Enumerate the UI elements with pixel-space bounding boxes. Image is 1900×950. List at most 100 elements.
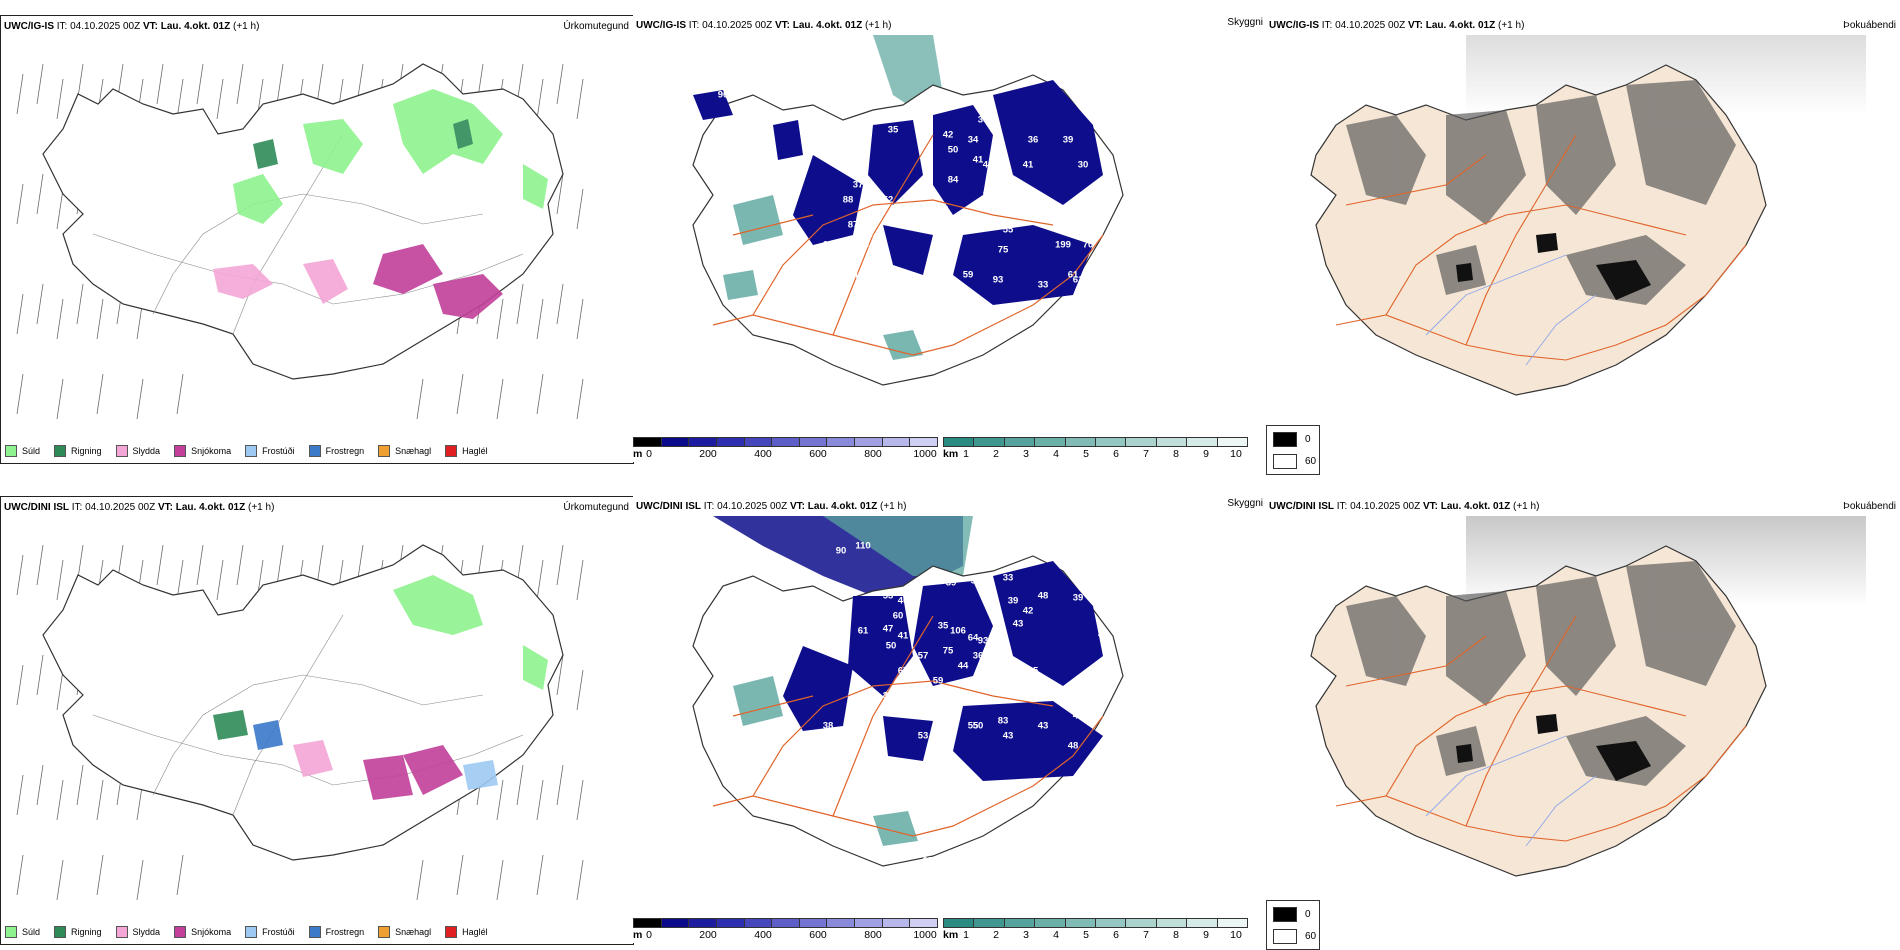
visibility-value-label: 106 [950,625,966,637]
tick-label: 9 [1203,448,1209,460]
tick-label: 800 [864,448,882,460]
visibility-value-label: 52 [882,194,894,206]
vis-colorbar-bar [943,437,1248,447]
visibility-value-label: 36 [972,650,984,662]
tick-label: 6 [1113,929,1119,941]
visibility-value-label: 53 [1097,670,1109,682]
visibility-value-label: 90 [717,89,729,101]
fog-panel-row1: UWC/IG-IS IT: 04.10.2025 00Z VT: Lau. 4.… [1266,15,1900,475]
visibility-value-label: 53 [840,264,852,276]
visibility-value-label: 38 [822,720,834,732]
legend-swatch [174,445,187,457]
tick-label: 3 [1023,448,1029,460]
cloud-title-row1: Skyggni [1227,17,1263,28]
legend-swatch [54,926,67,938]
tick-label: 1 [963,929,969,941]
visibility-value-label: 93 [977,635,989,647]
legend-item: Snjókoma [174,445,231,457]
visibility-value-label: 132 [915,359,931,371]
visibility-value-label: 50 [885,640,897,652]
header-row2-ptype: UWC/DINI ISL IT: 04.10.2025 00Z VT: Lau.… [4,502,275,513]
visibility-value-label: 84 [947,174,959,186]
visibility-value-label: 88 [842,194,854,206]
visibility-value-label: 38 [1102,640,1114,652]
visibility-value-label: 50 [947,144,959,156]
fog-legend-row2: 0 60 [1266,900,1320,950]
legend-item: Snæhagl [378,926,431,938]
vis-colorbar-unit: km [943,448,959,460]
visibility-value-label: 20 [737,124,749,136]
tick-label: 8 [1173,929,1179,941]
legend-swatch [308,926,321,938]
legend-swatch [5,445,17,457]
tick-label: 8 [1173,448,1179,460]
legend-swatch [174,926,187,938]
legend-swatch [115,445,128,457]
ptype-panel-row2: UWC/DINI ISL IT: 04.10.2025 00Z VT: Lau.… [0,496,634,945]
visibility-value-label: 36 [897,705,909,717]
legend-swatch [115,926,128,938]
tick-label: 4 [1053,929,1059,941]
visibility-value-label: 44 [992,139,1004,151]
visibility-value-label: 39 [1072,592,1084,604]
vis-colorbar-bar [943,918,1248,928]
visibility-value-label: 48 [1087,705,1099,717]
tick-label: 200 [699,448,717,460]
tick-label: 0 [646,448,652,460]
legend-item: Frostregn [308,926,364,938]
visibility-value-label: 70 [1082,239,1094,251]
visibility-value-label: 90 [835,545,847,557]
ptype-legend-row2: Súld Rigning Slydda Snjókoma Frostúði Fr… [5,926,488,938]
visibility-value-label: 43 [1037,720,1049,732]
tick-label: 400 [754,448,772,460]
visibility-value-label: 57 [930,575,942,587]
ptype-legend-row1: Súld Rigning Slydda Snjókoma Frostúði Fr… [5,445,488,457]
vis-colorbar-row1: km 1 2 3 4 5 6 7 8 9 10 [943,437,1248,467]
fog-swatch-bottom [1273,929,1297,944]
visibility-value-label: 30 [1077,159,1089,171]
cloud-title-row2: Skyggni [1227,498,1263,509]
visibility-value-label: 58 [1042,199,1054,211]
legend-item: Frostregn [308,445,364,457]
visibility-value-label: 75 [942,645,954,657]
cloud-colorbar-bar [633,918,938,928]
visibility-value-label: 33 [1002,572,1014,584]
tick-label: 0 [646,929,652,941]
legend-item: Slydda [115,445,160,457]
visibility-value-label: 41 [972,154,984,166]
legend-swatch [378,926,391,938]
visibility-value-label: 97 [907,840,919,852]
tick-label: 10 [1230,929,1242,941]
tick-label: 9 [1203,929,1209,941]
header-row2-fog: UWC/DINI ISL IT: 04.10.2025 00Z VT: Lau.… [1269,501,1540,512]
visibility-value-label: 52 [867,254,879,266]
tick-label: 1 [963,448,969,460]
visibility-value-label: 93 [992,274,1004,286]
visibility-value-label: 50 [835,134,847,146]
ptype-map-row2 [16,544,584,901]
tick-label: 400 [754,929,772,941]
fog-title-row2: Þokuábendi [1843,501,1896,512]
visibility-value-label: 48 [1072,710,1084,722]
visibility-value-label: 83 [997,715,1009,727]
visibility-value-label: 46 [982,159,994,171]
visibility-value-label: 199 [1055,239,1071,251]
visibility-value-label: 61 [1072,274,1084,286]
visibility-value-label: 946 [1020,690,1036,702]
fog-title-row1: Þokuábendi [1843,20,1896,31]
visibility-value-label: 43 [1012,618,1024,630]
legend-item: Slydda [115,926,160,938]
fog-swatch-top [1273,907,1297,922]
header-row1-fog: UWC/IG-IS IT: 04.10.2025 00Z VT: Lau. 4.… [1269,20,1525,31]
cloud-colorbar-ticks: 0 200 400 600 800 1000 [633,448,938,462]
legend-swatch [308,445,321,457]
legend-swatch [5,926,17,938]
legend-item: Rigning [54,445,102,457]
visibility-value-label: 54 [1082,229,1094,241]
visibility-value-label: 39 [1007,595,1019,607]
tick-label: 1000 [913,929,937,941]
fog-legend-row1: 0 60 [1266,425,1320,475]
visibility-value-label: 48 [1067,740,1079,752]
ptype-title-row2: Úrkomutegund [563,502,629,513]
legend-swatch [378,445,391,457]
